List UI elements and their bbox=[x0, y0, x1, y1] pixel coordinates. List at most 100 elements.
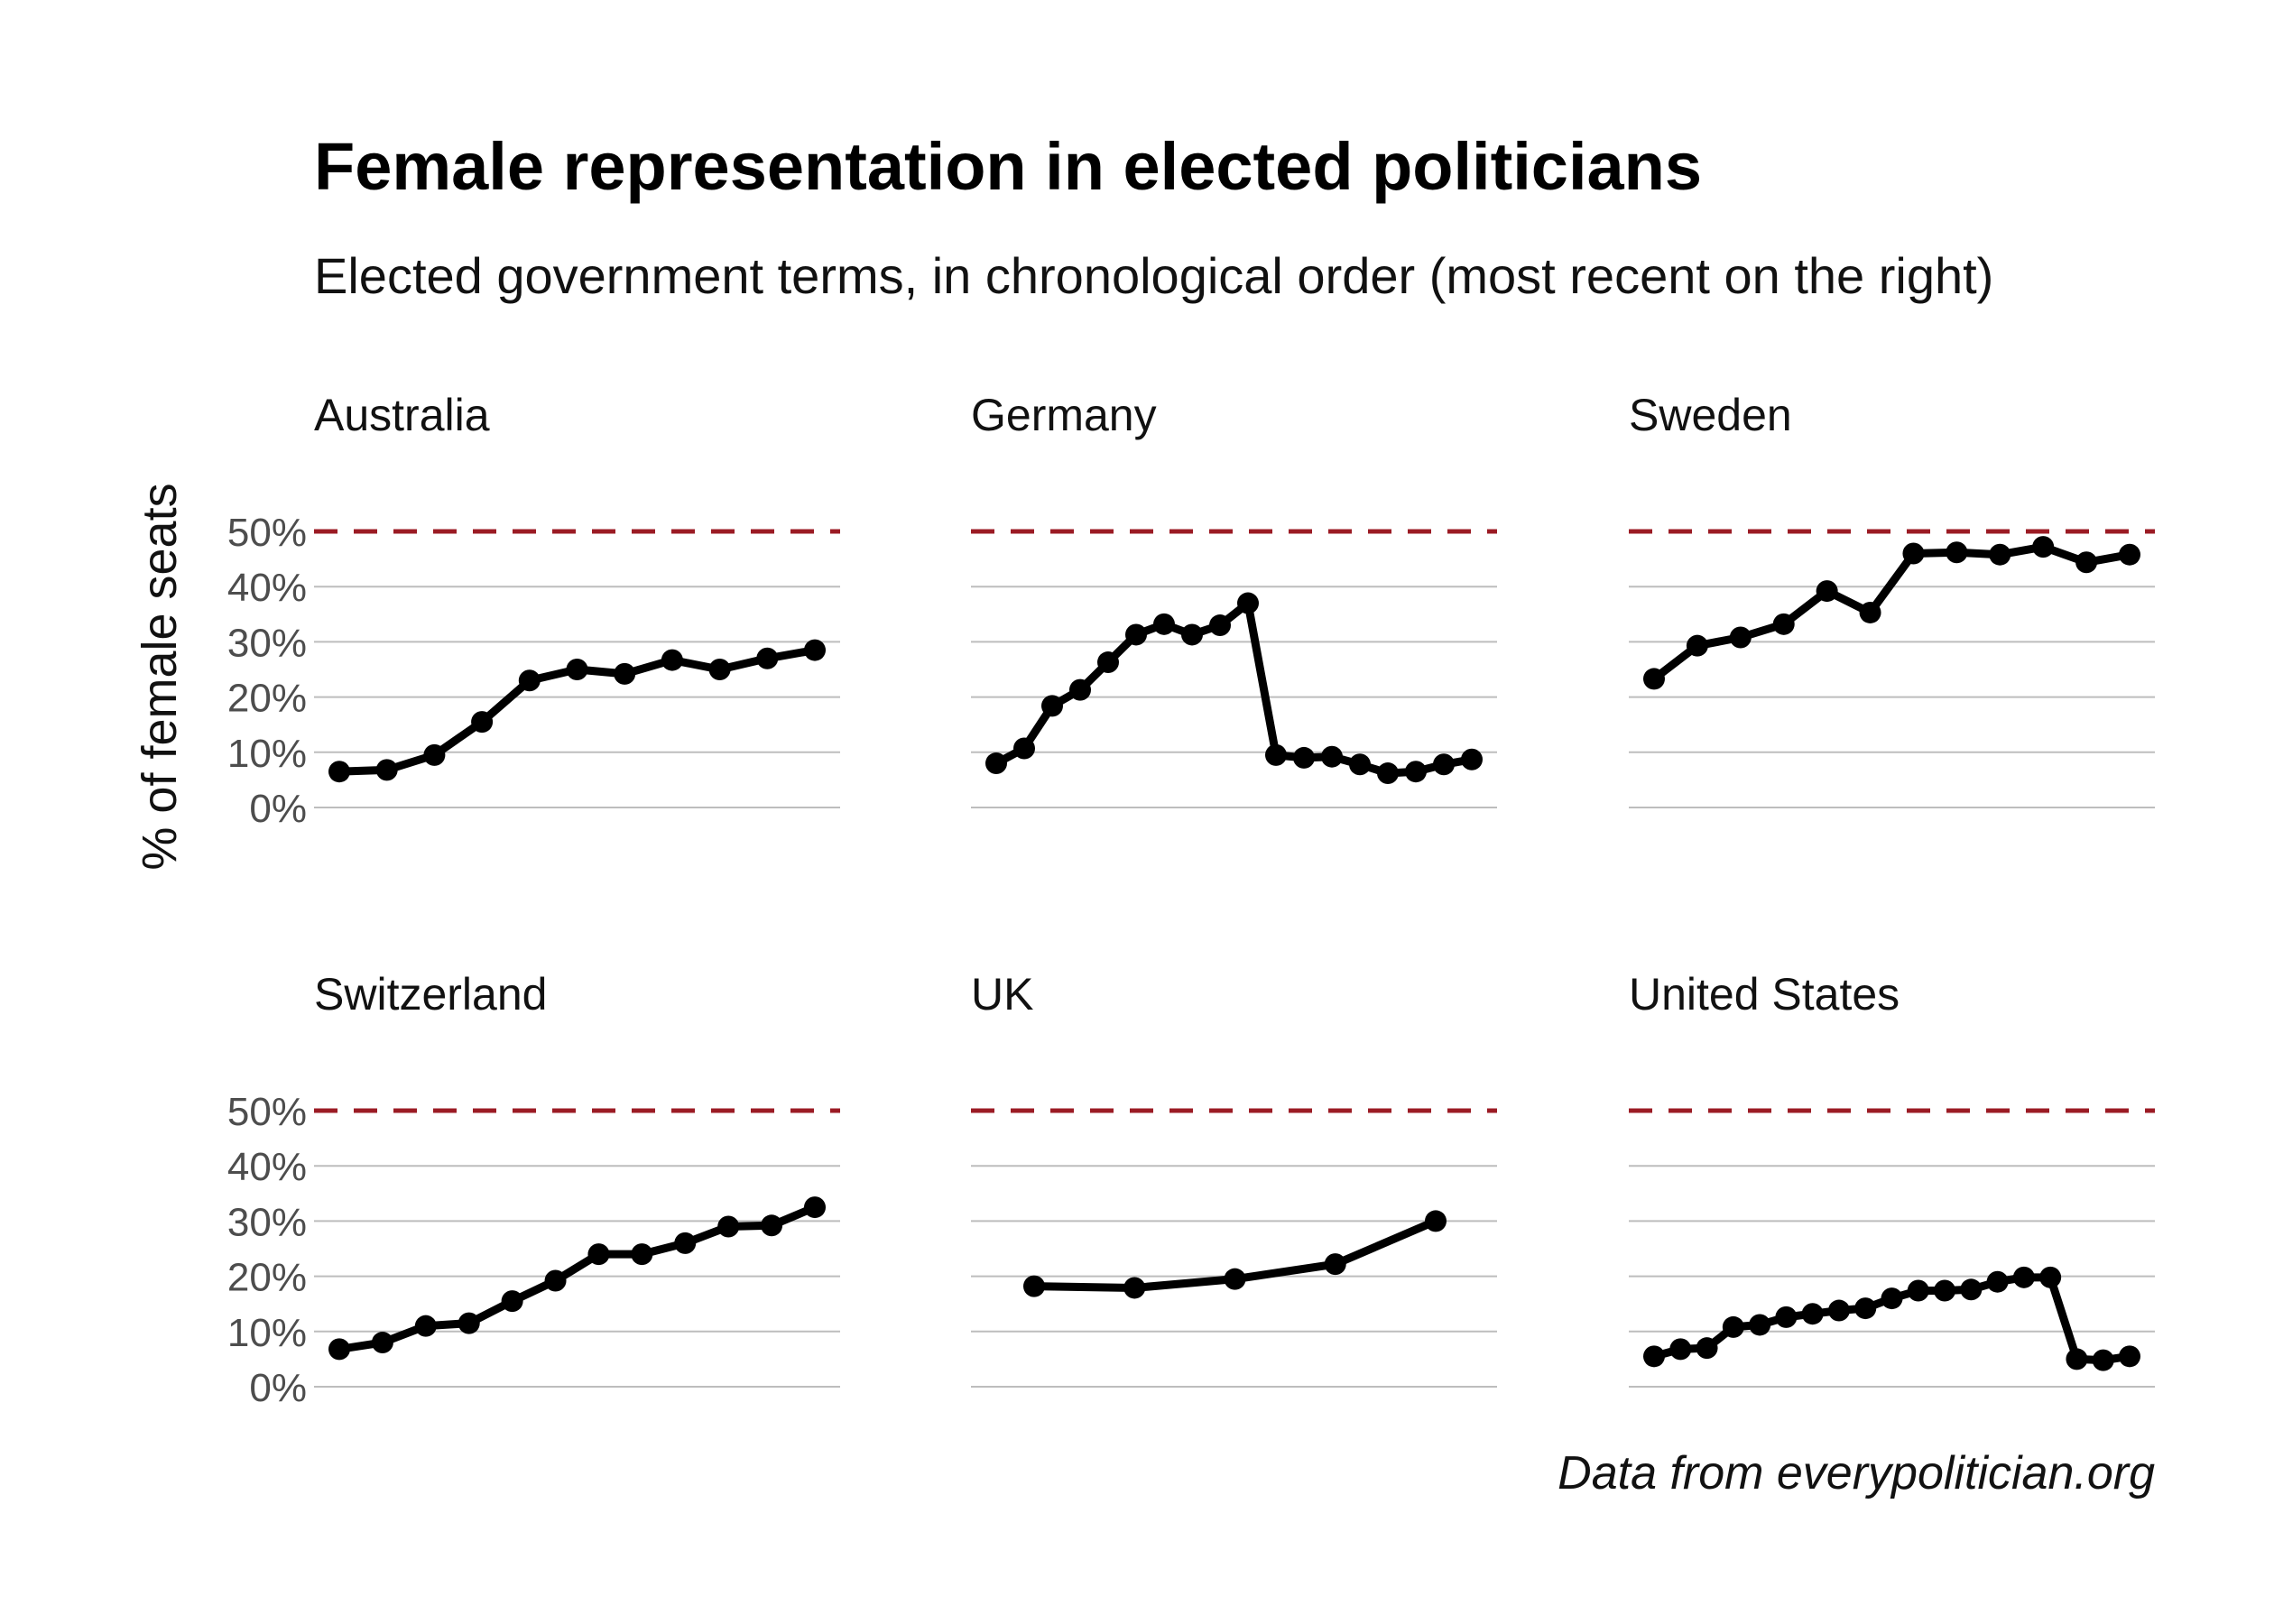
panel-title: Germany bbox=[971, 390, 1157, 440]
data-point bbox=[985, 752, 1007, 775]
y-tick-label: 0% bbox=[249, 1366, 307, 1410]
data-point bbox=[1069, 678, 1091, 701]
data-point bbox=[1989, 543, 2011, 566]
y-tick-label: 30% bbox=[227, 621, 307, 665]
data-point bbox=[328, 1338, 350, 1361]
y-tick-label: 10% bbox=[227, 732, 307, 776]
data-point bbox=[544, 1269, 567, 1292]
series-line-switzerland bbox=[335, 1203, 819, 1353]
data-point bbox=[1097, 651, 1119, 674]
data-point bbox=[761, 1214, 783, 1237]
data-point bbox=[1181, 623, 1203, 646]
data-point bbox=[2075, 551, 2098, 574]
data-point bbox=[1643, 668, 1665, 690]
data-point bbox=[1123, 1277, 1146, 1299]
data-point bbox=[1934, 1279, 1956, 1302]
data-point bbox=[1827, 1299, 1850, 1322]
data-point bbox=[566, 659, 588, 680]
panel-australia: Australia 0% 10% 20% 30% 40% 50% bbox=[227, 390, 840, 831]
data-point bbox=[2119, 543, 2140, 566]
data-point bbox=[717, 1215, 740, 1238]
panel-united-states: United States bbox=[1629, 969, 2155, 1388]
data-point bbox=[804, 1196, 826, 1219]
data-point bbox=[1907, 1279, 1929, 1302]
data-point bbox=[1902, 542, 1925, 565]
data-point bbox=[1405, 761, 1427, 783]
y-tick-label: 20% bbox=[227, 1256, 307, 1300]
data-point bbox=[1946, 541, 1968, 564]
data-point bbox=[1696, 1337, 1718, 1360]
data-point bbox=[328, 761, 350, 783]
panel-title: Switzerland bbox=[314, 969, 547, 1020]
data-point bbox=[1349, 753, 1371, 776]
data-point bbox=[1041, 695, 1063, 717]
data-point bbox=[1775, 1306, 1798, 1328]
data-point bbox=[2119, 1345, 2140, 1368]
data-point bbox=[756, 647, 779, 669]
data-point bbox=[518, 669, 541, 692]
data-point bbox=[501, 1290, 523, 1313]
data-point bbox=[423, 743, 446, 766]
data-point bbox=[471, 711, 494, 734]
data-point bbox=[1224, 1268, 1246, 1290]
data-point bbox=[1209, 614, 1231, 637]
data-point bbox=[2039, 1266, 2062, 1288]
panel-title: United States bbox=[1629, 969, 1900, 1020]
data-point bbox=[371, 1332, 393, 1354]
source-caption: Data from everypolitician.org bbox=[1558, 1447, 2155, 1499]
data-point bbox=[1425, 1210, 1447, 1232]
data-point bbox=[1986, 1270, 2009, 1293]
data-point bbox=[414, 1315, 437, 1337]
panel-title: Australia bbox=[314, 390, 490, 440]
data-point bbox=[1881, 1287, 1903, 1310]
y-tick-label: 40% bbox=[227, 566, 307, 610]
data-point bbox=[2012, 1266, 2035, 1288]
y-axis-title: % of female seats bbox=[133, 483, 187, 870]
panels-grid: Australia 0% 10% 20% 30% 40% 50% Germany Sweden S… bbox=[227, 390, 2155, 1410]
y-tick-label: 50% bbox=[227, 1090, 307, 1134]
y-tick-label: 30% bbox=[227, 1200, 307, 1244]
data-point bbox=[1643, 1345, 1665, 1368]
panel-uk: UK bbox=[971, 969, 1497, 1388]
data-point bbox=[1377, 762, 1399, 785]
data-point bbox=[1859, 601, 1881, 623]
chart-title: Female representation in elected politic… bbox=[314, 129, 1702, 204]
data-point bbox=[2032, 536, 2055, 558]
panel-switzerland: Switzerland 0% 10% 20% 30% 40% 50% bbox=[227, 969, 840, 1410]
data-point bbox=[708, 659, 731, 680]
panel-title: Sweden bbox=[1629, 390, 1792, 440]
y-tick-label: 10% bbox=[227, 1311, 307, 1355]
data-point bbox=[1749, 1314, 1771, 1336]
data-point bbox=[1321, 745, 1343, 768]
data-point bbox=[2066, 1348, 2088, 1370]
data-point bbox=[1125, 623, 1147, 646]
data-point bbox=[674, 1232, 697, 1254]
data-point bbox=[1293, 746, 1315, 769]
data-point bbox=[1461, 748, 1483, 770]
data-point bbox=[1801, 1303, 1824, 1325]
y-tick-label: 0% bbox=[249, 787, 307, 831]
data-point bbox=[1722, 1315, 1744, 1338]
y-tick-label: 20% bbox=[227, 677, 307, 721]
data-point bbox=[1686, 634, 1708, 657]
data-point bbox=[631, 1243, 653, 1266]
data-point bbox=[1324, 1253, 1346, 1276]
data-point bbox=[1816, 580, 1838, 603]
data-point bbox=[1153, 613, 1175, 635]
series-line-germany bbox=[992, 599, 1476, 778]
data-point bbox=[1013, 737, 1035, 760]
panel-sweden: Sweden bbox=[1629, 390, 2155, 808]
data-point bbox=[804, 639, 826, 661]
panel-germany: Germany bbox=[971, 390, 1497, 808]
data-point bbox=[1023, 1275, 1045, 1297]
data-point bbox=[1854, 1297, 1877, 1320]
data-point bbox=[614, 662, 636, 685]
data-point bbox=[1960, 1278, 1983, 1301]
data-point bbox=[1669, 1338, 1692, 1361]
data-point bbox=[375, 759, 398, 781]
series-line-sweden bbox=[1650, 542, 2134, 683]
data-point bbox=[1729, 626, 1752, 649]
panel-title: UK bbox=[971, 969, 1033, 1020]
data-point bbox=[1265, 743, 1287, 766]
